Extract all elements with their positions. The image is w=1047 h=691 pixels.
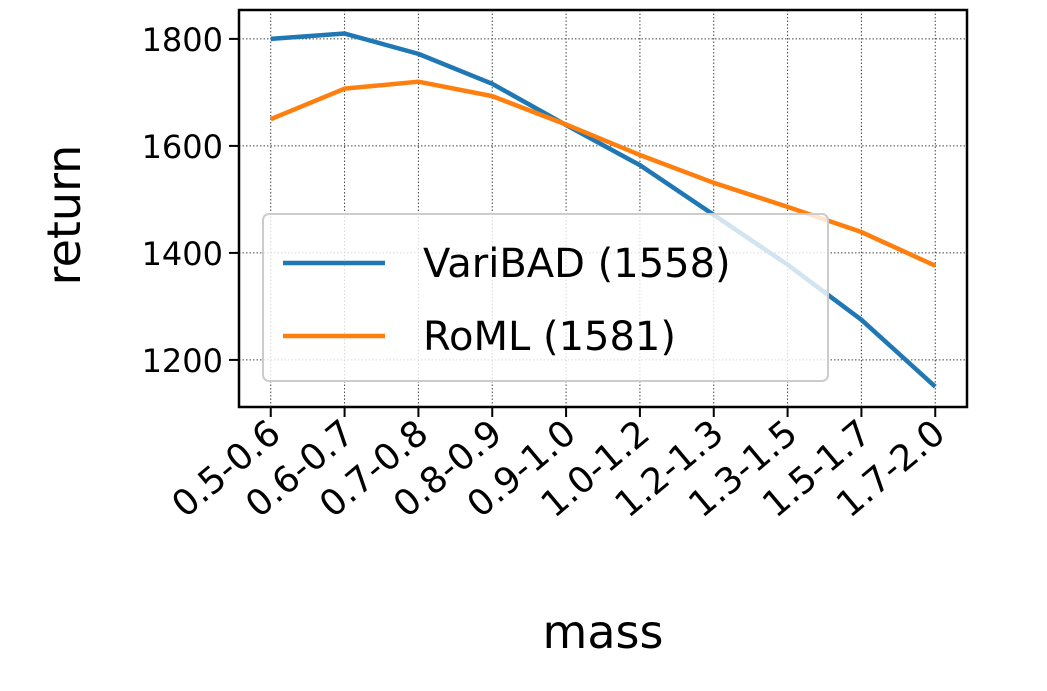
legend-label: VariBAD (1558) [423, 241, 731, 287]
legend-label: RoML (1581) [423, 314, 676, 360]
y-axis-label: return [37, 145, 91, 286]
y-tick-label: 1600 [142, 128, 223, 166]
legend: VariBAD (1558) RoML (1581) [262, 213, 829, 382]
x-axis-label: mass [543, 605, 664, 659]
y-tick-label: 1200 [142, 342, 223, 380]
y-tick-label: 1800 [142, 21, 223, 59]
y-tick-label: 1400 [142, 235, 223, 273]
plot-frame [237, 8, 969, 409]
legend-box [262, 213, 829, 382]
